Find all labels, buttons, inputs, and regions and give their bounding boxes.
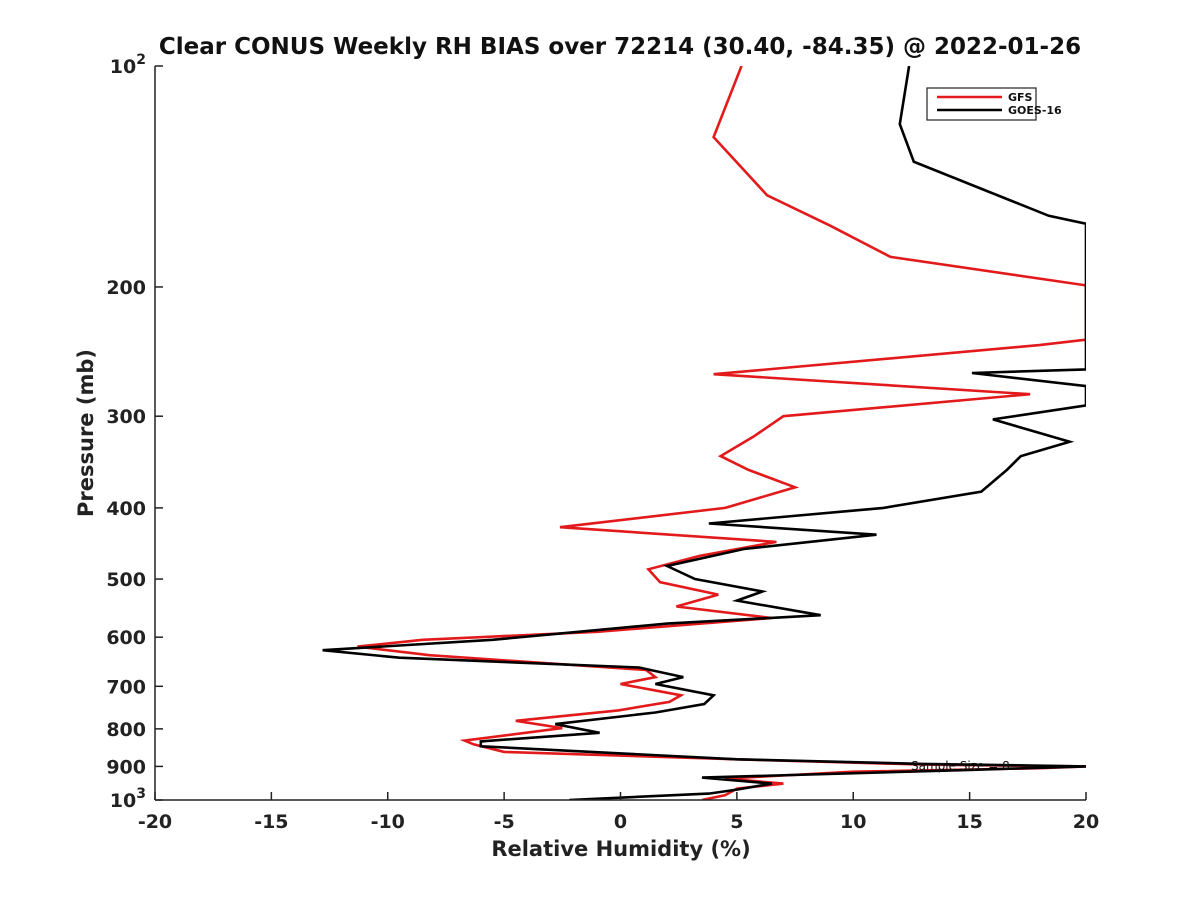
y-tick-label: 400 — [106, 498, 146, 520]
x-tick-label: 20 — [1073, 811, 1099, 833]
x-axis-label: Relative Humidity (%) — [491, 837, 750, 861]
y-tick-label: 500 — [106, 569, 146, 591]
y-tick-label: 600 — [106, 627, 146, 649]
y-tick-label: 900 — [106, 756, 146, 778]
y-tick-label: 700 — [106, 676, 146, 698]
chart-title: Clear CONUS Weekly RH BIAS over 72214 (3… — [159, 34, 1081, 60]
series-line-goes-16 — [322, 66, 1086, 800]
y-tick-label: 200 — [106, 277, 146, 299]
sample-size-annotation: Sample Size = 8 — [911, 759, 1010, 773]
x-tick-label: -10 — [371, 811, 405, 833]
legend-label-goes-16: GOES-16 — [1008, 104, 1062, 117]
x-tick-label: -20 — [138, 811, 172, 833]
y-tick-label: 300 — [106, 406, 146, 428]
x-tick-label: -15 — [254, 811, 288, 833]
x-tick-label: 5 — [730, 811, 743, 833]
y-tick-label: 103 — [110, 786, 146, 812]
series-line-gfs — [357, 66, 1086, 800]
legend-label-gfs: GFS — [1008, 91, 1033, 104]
x-tick-label: 0 — [614, 811, 627, 833]
x-tick-label: 10 — [840, 811, 866, 833]
legend-box — [926, 87, 1037, 121]
plot-area: Sample Size = 8 — [322, 66, 1086, 800]
y-tick-label: 102 — [110, 52, 146, 78]
y-tick-label: 800 — [106, 719, 146, 741]
x-tick-label: 15 — [956, 811, 982, 833]
y-axis-label: Pressure (mb) — [74, 349, 98, 517]
axes: -20 -15 -10 -5 0 5 10 15 20 102 200 300 400 500 600 700… — [106, 52, 1099, 833]
x-tick-label: -5 — [494, 811, 515, 833]
